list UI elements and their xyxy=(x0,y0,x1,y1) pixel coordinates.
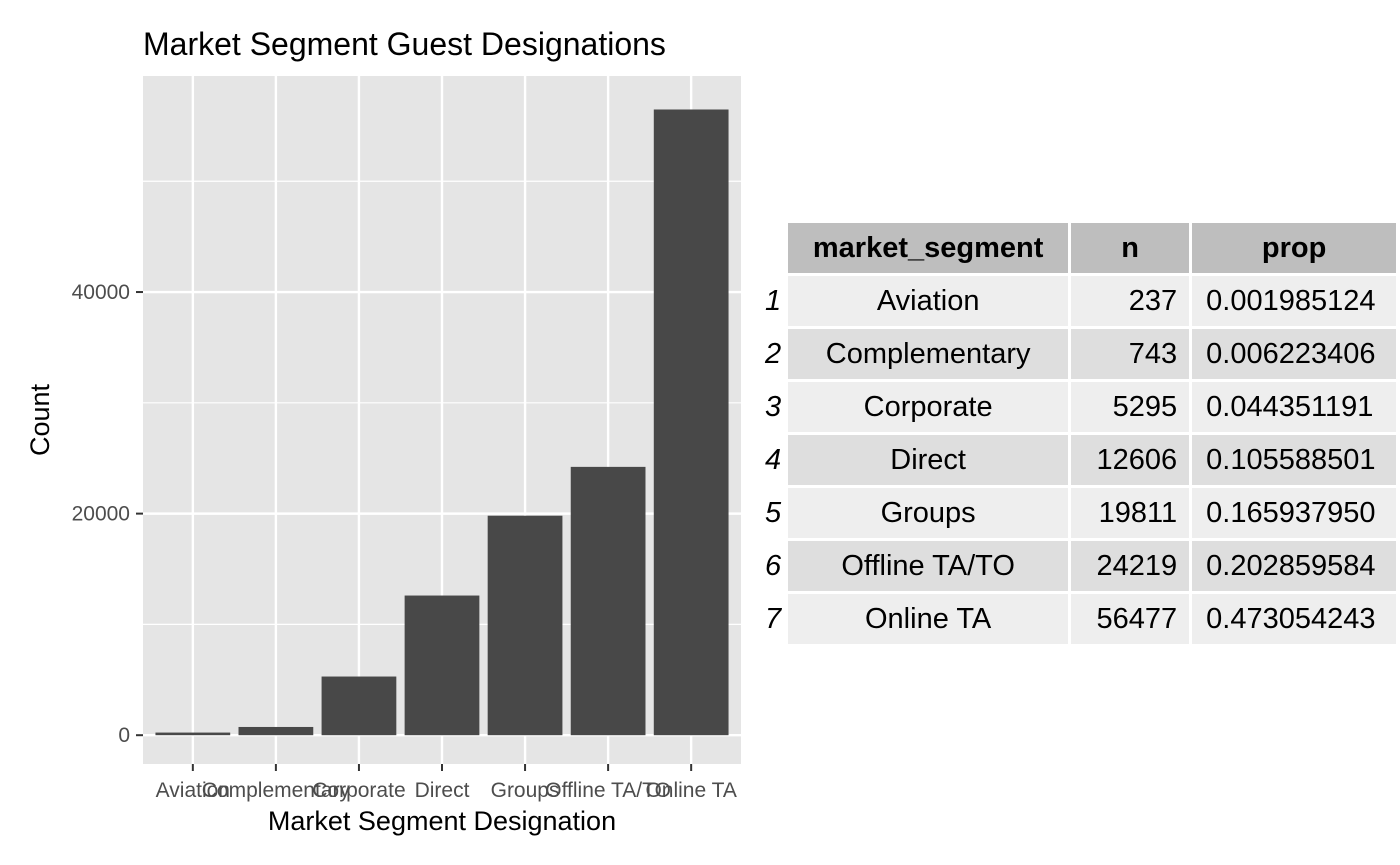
row-index: 6 xyxy=(761,541,786,591)
cell-n: 56477 xyxy=(1071,594,1190,644)
header-market-segment: market_segment xyxy=(788,223,1069,273)
x-tick-label: Complementary xyxy=(202,779,351,802)
table-row: 1 Aviation 237 0.001985124 xyxy=(761,276,1397,326)
row-index: 7 xyxy=(761,594,786,644)
chart-title: Market Segment Guest Designations xyxy=(143,26,666,62)
cell-prop: 0.165937950 xyxy=(1192,488,1397,538)
row-index: 4 xyxy=(761,435,786,485)
header-prop: prop xyxy=(1192,223,1397,273)
summary-table-container: market_segment n prop 1 Aviation 237 0.0… xyxy=(758,220,1399,647)
cell-market-segment: Corporate xyxy=(788,382,1069,432)
bar xyxy=(155,732,231,736)
row-index: 3 xyxy=(761,382,786,432)
cell-market-segment: Offline TA/TO xyxy=(788,541,1069,591)
y-axis: 0 20000 40000 xyxy=(72,281,143,747)
cell-n: 24219 xyxy=(1071,541,1190,591)
y-tick-label: 20000 xyxy=(72,503,130,526)
cell-prop: 0.202859584 xyxy=(1192,541,1397,591)
row-index: 5 xyxy=(761,488,786,538)
table-row: 6 Offline TA/TO 24219 0.202859584 xyxy=(761,541,1397,591)
x-tick-label: Corporate xyxy=(312,779,405,802)
summary-table: market_segment n prop 1 Aviation 237 0.0… xyxy=(758,220,1399,647)
x-tick-label: Aviation xyxy=(156,779,230,802)
cell-market-segment: Online TA xyxy=(788,594,1069,644)
row-index-header xyxy=(761,223,786,273)
x-axis-title: Market Segment Designation xyxy=(268,806,616,836)
bar xyxy=(321,676,397,736)
table-row: 7 Online TA 56477 0.473054243 xyxy=(761,594,1397,644)
bar xyxy=(653,109,729,736)
table-row: 5 Groups 19811 0.165937950 xyxy=(761,488,1397,538)
cell-n: 19811 xyxy=(1071,488,1190,538)
cell-market-segment: Direct xyxy=(788,435,1069,485)
cell-market-segment: Complementary xyxy=(788,329,1069,379)
x-tick-label: Offline TA/TO xyxy=(545,779,671,802)
table-row: 3 Corporate 5295 0.044351191 xyxy=(761,382,1397,432)
y-tick-label: 0 xyxy=(118,724,130,747)
table-row: 4 Direct 12606 0.105588501 xyxy=(761,435,1397,485)
x-tick-label: Online TA xyxy=(645,779,736,802)
cell-market-segment: Groups xyxy=(788,488,1069,538)
y-axis-title: Count xyxy=(25,383,55,456)
cell-prop: 0.001985124 xyxy=(1192,276,1397,326)
cell-n: 5295 xyxy=(1071,382,1190,432)
table-row: 2 Complementary 743 0.006223406 xyxy=(761,329,1397,379)
bars xyxy=(155,109,729,736)
table-header-row: market_segment n prop xyxy=(761,223,1397,273)
cell-prop: 0.006223406 xyxy=(1192,329,1397,379)
header-n: n xyxy=(1071,223,1190,273)
cell-market-segment: Aviation xyxy=(788,276,1069,326)
row-index: 1 xyxy=(761,276,786,326)
cell-n: 237 xyxy=(1071,276,1190,326)
cell-prop: 0.044351191 xyxy=(1192,382,1397,432)
bar xyxy=(238,726,314,736)
y-tick-label: 40000 xyxy=(72,281,130,304)
cell-prop: 0.105588501 xyxy=(1192,435,1397,485)
x-tick-label: Direct xyxy=(415,779,470,802)
cell-prop: 0.473054243 xyxy=(1192,594,1397,644)
bar xyxy=(487,515,563,736)
cell-n: 12606 xyxy=(1071,435,1190,485)
x-tick-label: Groups xyxy=(491,779,560,802)
row-index: 2 xyxy=(761,329,786,379)
bar xyxy=(570,466,646,736)
cell-n: 743 xyxy=(1071,329,1190,379)
bar xyxy=(404,595,480,736)
